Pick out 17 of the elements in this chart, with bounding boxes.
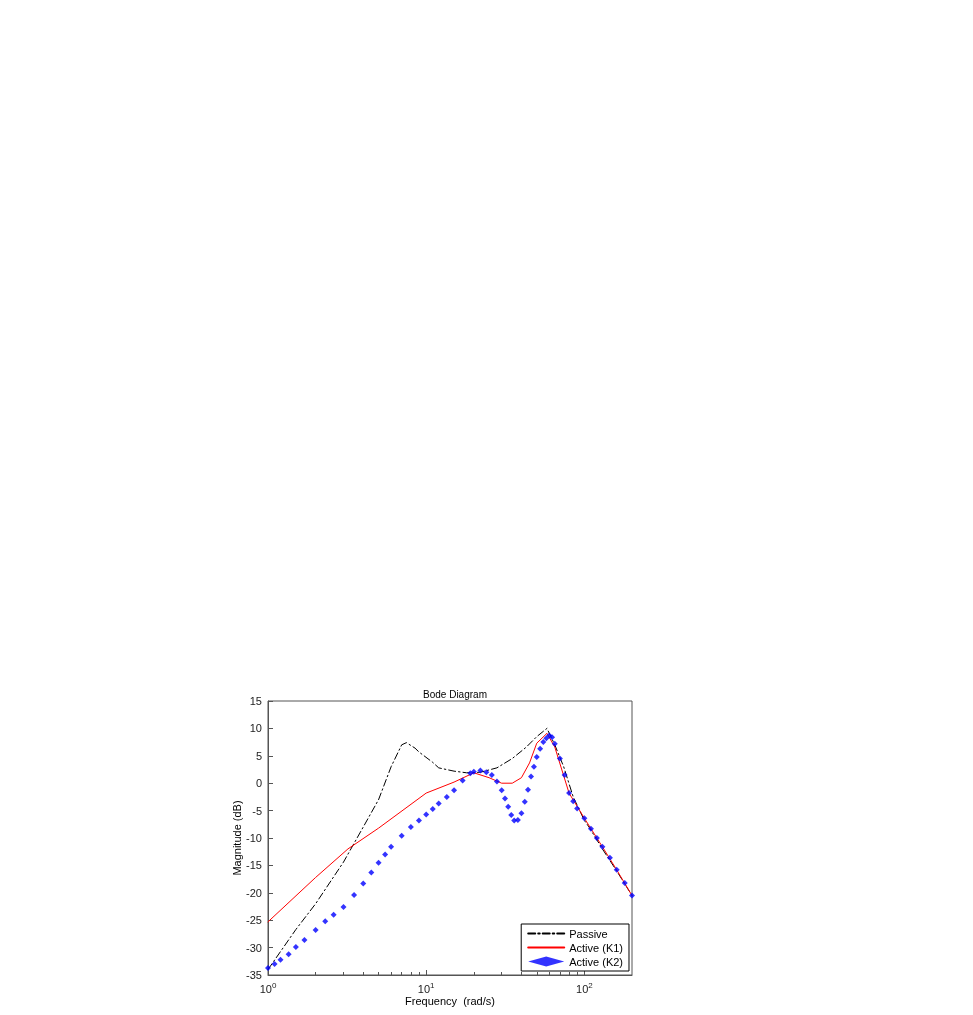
chart-title: Bode Diagram (423, 688, 487, 700)
x-axis-title: Frequency (rad/s) (405, 994, 495, 1007)
y-tick-label: 10 (249, 722, 262, 735)
legend-label: Passive (569, 927, 608, 940)
y-tick-label: -30 (246, 941, 262, 954)
y-tick-label: -25 (246, 914, 262, 927)
y-tick-label: 15 (249, 695, 262, 707)
legend-label: Active (K2) (569, 955, 624, 968)
y-tick-label: -15 (246, 859, 262, 872)
y-tick-label: -10 (246, 832, 262, 844)
y-tick-label: -20 (246, 886, 262, 899)
y-tick-label: 5 (255, 749, 262, 762)
y-axis-title: Magnitude (dB) (230, 800, 243, 876)
y-tick-label: -5 (252, 804, 262, 817)
y-tick-label: 0 (255, 777, 262, 790)
y-tick-label: -35 (246, 969, 262, 981)
legend-label: Active (K1) (569, 941, 624, 954)
